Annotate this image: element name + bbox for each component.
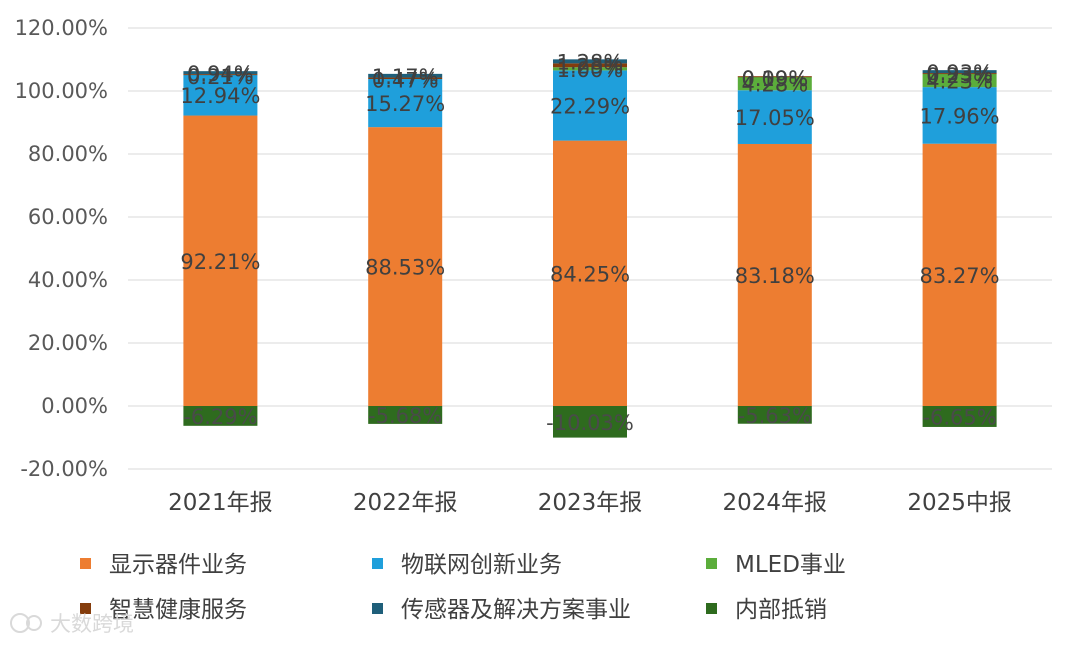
x-axis-category-labels: 2021年报 2022年报 2023年报 2024年报 2025中报 <box>168 490 1012 516</box>
y-tick-label: 60.00% <box>28 205 108 229</box>
bar-segment <box>368 77 443 80</box>
legend-label: 智慧健康服务 <box>109 597 247 623</box>
data-label: 4.23% <box>926 69 993 93</box>
data-label: 4.28% <box>741 73 808 97</box>
y-tick-label: 40.00% <box>28 268 108 292</box>
data-label: 84.25% <box>550 262 630 286</box>
legend-swatch <box>706 603 717 614</box>
data-label: 15.27% <box>365 92 445 116</box>
y-axis-tick-labels: -20.00% 0.00% 20.00% 40.00% 60.00% 80.00% 100.… <box>15 16 108 481</box>
bar-segment <box>737 90 812 144</box>
legend-swatch <box>706 558 717 569</box>
bar-segment <box>368 73 443 78</box>
bar-segment <box>553 140 627 407</box>
bar-segment <box>183 115 258 406</box>
bar-segment <box>922 406 997 427</box>
data-label: 12.94% <box>180 84 260 108</box>
data-label: -10.03% <box>546 411 634 435</box>
bar-segment <box>183 406 258 426</box>
y-tick-label: -20.00% <box>20 457 108 481</box>
bar-segment <box>922 87 997 144</box>
data-label: 1.23% <box>557 54 624 78</box>
bar-segment <box>922 143 997 406</box>
x-category-label: 2021年报 <box>168 490 273 516</box>
legend-swatch <box>372 558 383 569</box>
bar-segment <box>368 79 443 128</box>
badge-text: 大数跨境 <box>50 612 134 636</box>
x-category-label: 2024年报 <box>723 490 828 516</box>
bar-segment <box>183 74 258 116</box>
data-label: 1.00% <box>557 58 624 82</box>
legend-swatch <box>372 603 383 614</box>
bar-segment <box>922 70 997 74</box>
data-label: 17.05% <box>735 106 815 130</box>
y-tick-label: 0.00% <box>41 394 108 418</box>
data-label: 0.93% <box>926 61 993 85</box>
source-badge: 大数跨境 <box>10 612 134 636</box>
legend-swatch <box>80 558 91 569</box>
data-label: 22.29% <box>550 95 630 119</box>
bar-segment <box>183 74 258 76</box>
data-label: -5.63% <box>738 404 812 428</box>
data-label: 1.17% <box>372 65 439 89</box>
bar-segment <box>553 406 627 438</box>
y-tick-label: 100.00% <box>15 79 108 103</box>
data-label: 83.18% <box>735 264 815 288</box>
bar-segment <box>922 73 997 75</box>
legend-item: MLED事业 <box>706 552 846 578</box>
bar-segment <box>922 73 997 88</box>
x-category-label: 2023年报 <box>538 490 643 516</box>
data-label: 17.96% <box>920 104 1000 128</box>
data-label: 88.53% <box>365 256 445 280</box>
y-tick-label: 80.00% <box>28 142 108 166</box>
data-label: 0.23% <box>926 64 993 88</box>
legend-item: 物联网创新业务 <box>372 552 562 578</box>
bar-segment <box>183 71 258 75</box>
data-label: -6.65% <box>922 405 996 429</box>
bar-segment <box>553 70 627 141</box>
bar-segment <box>737 406 812 424</box>
x-category-label: 2022年报 <box>353 490 458 516</box>
bar-segments <box>183 59 997 438</box>
legend-label: 物联网创新业务 <box>401 552 562 578</box>
data-label: 1.28% <box>557 50 624 74</box>
legend-label: 内部抵销 <box>735 597 827 623</box>
data-label: 0.21% <box>187 65 254 89</box>
x-category-label: 2025中报 <box>907 490 1012 516</box>
data-label: 0.09% <box>741 67 808 91</box>
legend-label: 显示器件业务 <box>109 552 247 578</box>
bar-segment <box>737 76 812 91</box>
legend-label: MLED事业 <box>735 552 846 578</box>
bar-segment <box>368 127 443 407</box>
data-label: 83.27% <box>920 264 1000 288</box>
data-label: 0.94% <box>187 62 254 86</box>
bar-segment <box>553 67 627 71</box>
data-label: 0.19% <box>741 67 808 91</box>
legend-item: 内部抵销 <box>706 597 827 623</box>
bar-segment <box>553 59 627 64</box>
y-tick-label: 20.00% <box>28 331 108 355</box>
legend-swatch <box>80 603 91 614</box>
data-label: 0.47% <box>372 69 439 93</box>
bar-segment <box>737 76 812 78</box>
legend-label: 传感器及解决方案事业 <box>401 597 631 623</box>
badge-logo-icon-inner <box>26 615 42 631</box>
data-labels: 92.21% 12.94%0.21%0.94% -6.29% 88.53% 15.27%… <box>180 50 999 434</box>
legend-item: 智慧健康服务 <box>80 597 247 623</box>
data-label: 92.21% <box>180 250 260 274</box>
bar-segment <box>737 143 812 406</box>
bar-segment <box>368 406 443 424</box>
bar-segment <box>553 63 627 68</box>
data-label: -5.68% <box>368 404 442 428</box>
y-tick-label: 120.00% <box>15 16 108 40</box>
data-label: -6.29% <box>183 405 257 429</box>
legend-item: 显示器件业务 <box>80 552 247 578</box>
legend-item: 传感器及解决方案事业 <box>372 597 631 623</box>
badge-logo-icon <box>10 613 30 633</box>
